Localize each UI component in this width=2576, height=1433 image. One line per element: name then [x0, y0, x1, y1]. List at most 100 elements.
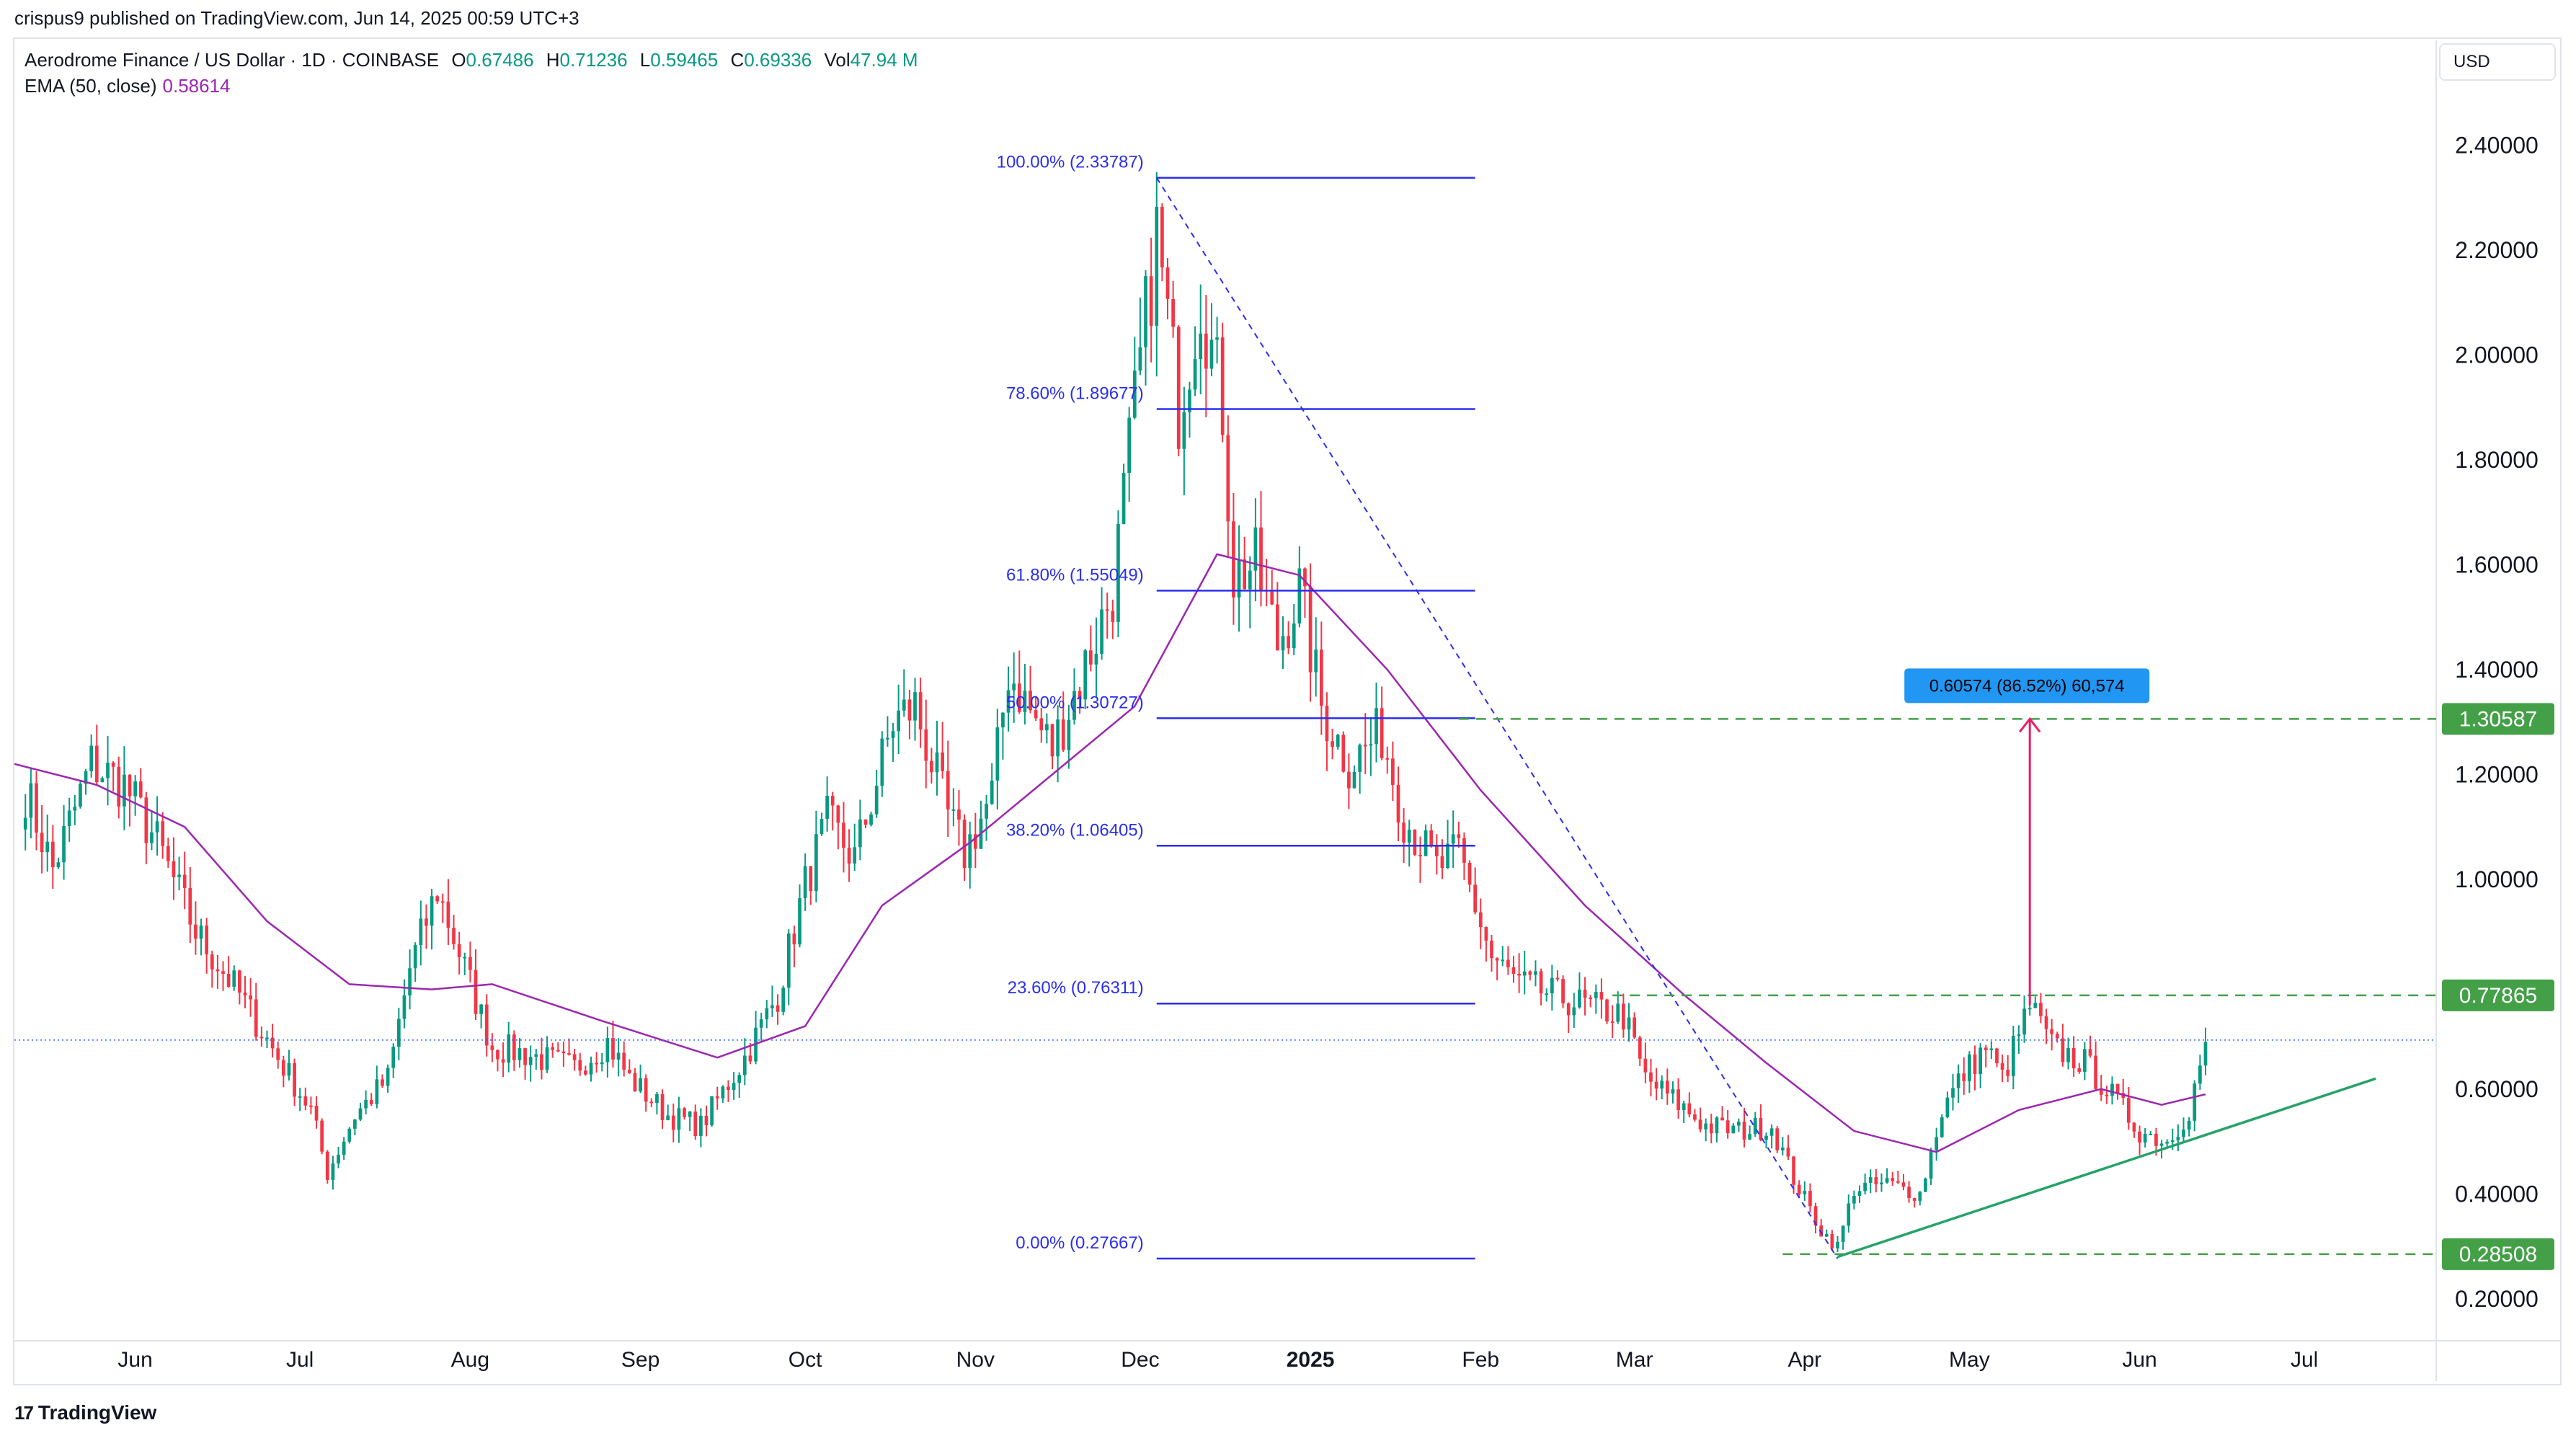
candle-body	[1572, 1007, 1576, 1016]
candle-body	[918, 692, 923, 729]
candle-body	[655, 1093, 659, 1104]
candle-body	[1308, 586, 1313, 673]
candle-body	[331, 1163, 335, 1180]
ema-value: 0.58614	[162, 75, 231, 97]
candle-body	[1078, 691, 1082, 700]
price-scale-tick: 1.60000	[2455, 551, 2539, 577]
candle-body	[1001, 712, 1005, 728]
candle-body	[1775, 1128, 1780, 1150]
candle-body	[1912, 1198, 1917, 1201]
candle-body	[45, 841, 50, 853]
candle-body	[73, 807, 77, 811]
candle-body	[1550, 977, 1554, 994]
candle-body	[1396, 784, 1400, 823]
candle-body	[1995, 1048, 1999, 1064]
candle-body	[1303, 568, 1307, 587]
ema-legend[interactable]: EMA (50, close) 0.58614	[25, 75, 231, 97]
candle-body	[1418, 854, 1422, 856]
candle-body	[2159, 1143, 2164, 1146]
support-trendline	[1836, 1077, 2376, 1259]
candle-body	[314, 1105, 319, 1121]
price-scale-tick: 0.20000	[2455, 1286, 2539, 1312]
candle-body	[863, 819, 868, 825]
candle-body	[1374, 708, 1378, 745]
candle-body	[1945, 1097, 1950, 1118]
candle-body	[1462, 838, 1466, 863]
fib-level-label: 0.00% (0.27667)	[1016, 1233, 1143, 1253]
candle-body	[633, 1073, 637, 1092]
candle-body	[759, 1019, 763, 1028]
candle-body	[1138, 347, 1142, 371]
candle-body	[644, 1078, 648, 1102]
candle-body	[1891, 1178, 1895, 1181]
candle-body	[84, 771, 88, 784]
candle-body	[1165, 267, 1170, 299]
time-scale-tick: Apr	[1787, 1348, 1821, 1372]
candle-body	[1067, 719, 1071, 750]
candle-body	[375, 1079, 379, 1104]
candle-body	[1331, 741, 1334, 747]
candle-body	[2039, 1003, 2043, 1016]
candle-body	[1693, 1114, 1697, 1120]
candle-body	[699, 1115, 703, 1137]
candle-body	[1989, 1048, 1994, 1050]
candle-body	[1490, 940, 1493, 959]
symbol-legend[interactable]: Aerodrome Finance / US Dollar · 1D · COI…	[25, 49, 918, 71]
candle-body	[534, 1054, 538, 1057]
candle-body	[2050, 1029, 2054, 1034]
candle-body	[259, 1037, 264, 1039]
candle-body	[2110, 1083, 2114, 1096]
candle-body	[1951, 1088, 1955, 1098]
candle-body	[1715, 1117, 1719, 1134]
candle-body	[1352, 771, 1356, 789]
candle-body	[496, 1050, 499, 1060]
time-scale-tick: Jun	[2122, 1348, 2157, 1372]
candle-body	[1534, 971, 1537, 975]
candle-body	[2088, 1049, 2092, 1056]
candle-body	[430, 896, 434, 926]
tradingview-brand: TradingView	[37, 1401, 157, 1424]
ema-label[interactable]: EMA (50, close)	[25, 75, 157, 97]
symbol-name[interactable]: Aerodrome Finance / US Dollar · 1D · COI…	[25, 49, 440, 71]
candle-body	[1270, 591, 1274, 605]
candle-body	[1017, 683, 1021, 712]
price-scale-tick: 1.80000	[2455, 447, 2539, 473]
candle-body	[1182, 412, 1186, 449]
candle-body	[611, 1038, 615, 1060]
currency-selector[interactable]: USD	[2439, 43, 2556, 81]
candle-body	[320, 1120, 324, 1152]
candle-body	[968, 834, 972, 869]
candle-body	[194, 924, 197, 939]
candle-body	[188, 887, 192, 925]
tradingview-logo-mark: 17	[14, 1401, 34, 1424]
candle-body	[177, 874, 181, 877]
candle-body	[891, 731, 895, 738]
candle-body	[622, 1052, 626, 1070]
candle-body	[572, 1054, 577, 1060]
candle-body	[2149, 1133, 2153, 1135]
candle-body	[1176, 327, 1181, 449]
level-price-tag	[2442, 979, 2554, 1011]
time-scale-tick: Aug	[451, 1348, 489, 1372]
candle-body	[2099, 1088, 2103, 1095]
candle-body	[748, 1055, 752, 1062]
candle-body	[880, 738, 884, 786]
candle-body	[561, 1051, 566, 1054]
candle-body	[474, 970, 478, 1014]
fib-level-label: 50.00% (1.30727)	[1006, 693, 1144, 712]
fib-level-label: 78.60% (1.89677)	[1006, 384, 1144, 404]
candle-body	[408, 968, 412, 995]
candle-body	[962, 820, 967, 869]
candle-body	[683, 1108, 686, 1117]
candle-body	[1341, 735, 1346, 772]
candle-body	[1451, 834, 1455, 844]
candle-body	[2126, 1098, 2131, 1123]
candle-body	[1144, 276, 1147, 347]
tradingview-logo[interactable]: 17 TradingView	[14, 1401, 156, 1424]
candle-body	[776, 1005, 780, 1012]
candle-body	[1094, 653, 1098, 665]
candle-body	[2061, 1038, 2065, 1062]
candle-body	[649, 1101, 654, 1104]
candle-body	[990, 780, 994, 804]
